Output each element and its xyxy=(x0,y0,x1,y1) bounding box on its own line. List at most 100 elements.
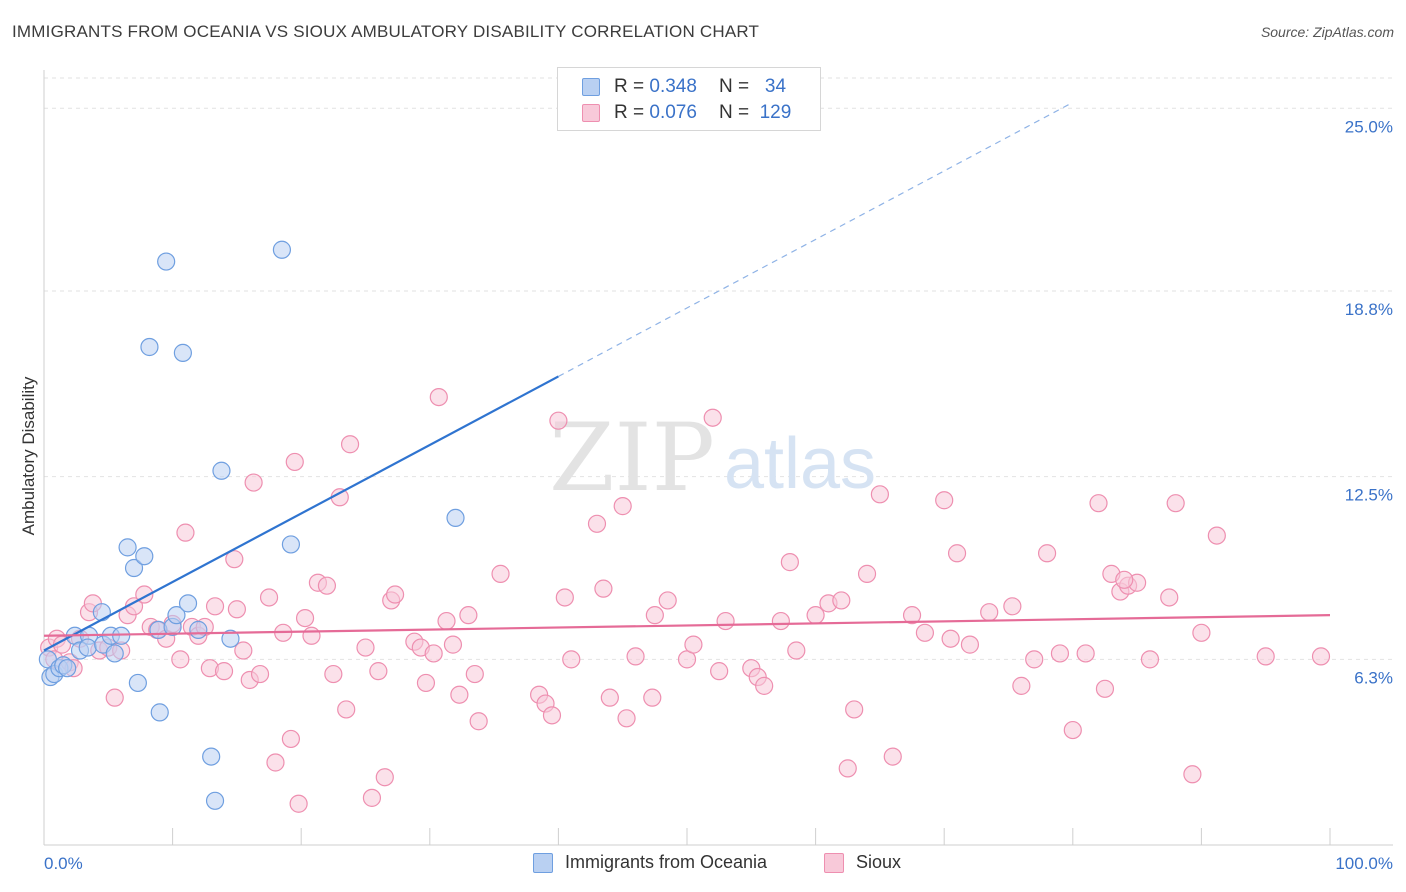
sioux-point xyxy=(443,635,463,654)
sioux-point xyxy=(562,650,581,669)
sioux-point xyxy=(845,700,864,719)
x-tick-label-max: 100.0% xyxy=(1335,854,1393,873)
sioux-point xyxy=(600,688,619,707)
legend-swatch-sioux xyxy=(582,104,600,122)
sioux-point xyxy=(424,644,443,663)
legend-n-value: 129 xyxy=(759,102,792,123)
sioux-point xyxy=(266,753,285,772)
sioux-point xyxy=(450,685,469,704)
legend-n-label: N = xyxy=(718,102,750,123)
sioux-point xyxy=(362,788,382,807)
sioux-point xyxy=(285,452,304,472)
oceania-point xyxy=(272,240,292,259)
oceania-point xyxy=(189,620,208,639)
legend-r-value: 0.076 xyxy=(649,102,697,123)
watermark-atlas: atlas xyxy=(724,424,876,504)
sioux-point xyxy=(780,553,799,572)
sioux-point xyxy=(1050,644,1070,663)
sioux-point xyxy=(1140,650,1160,669)
sioux-point xyxy=(289,794,308,813)
sioux-point xyxy=(214,662,234,681)
bottom-legend-label-oceania: Immigrants from Oceania xyxy=(565,852,768,872)
sioux-point xyxy=(613,497,632,516)
sioux-point xyxy=(1183,765,1202,784)
sioux-point xyxy=(643,688,662,707)
oceania-point xyxy=(157,252,176,271)
y-tick-labels: 6.3% 12.5% 18.8% 25.0% xyxy=(1345,117,1393,687)
sioux-point xyxy=(356,638,375,657)
source-label: Source: ZipAtlas.com xyxy=(1260,24,1394,40)
sioux-point xyxy=(176,523,195,542)
legend-row-sioux: R = 0.076 N = 129 xyxy=(582,101,791,125)
sioux-point xyxy=(250,664,270,684)
bottom-legend: Immigrants from Oceania Sioux xyxy=(0,852,1406,878)
sioux-point xyxy=(317,576,337,595)
sioux-point xyxy=(1025,650,1044,669)
sioux-point xyxy=(205,597,225,616)
sioux-point xyxy=(1037,544,1057,563)
oceania-point xyxy=(221,629,240,648)
sioux-point xyxy=(437,611,456,631)
y-tick-label: 6.3% xyxy=(1354,668,1393,687)
sioux-point xyxy=(385,585,405,604)
oceania-point xyxy=(140,337,159,357)
oceania-point xyxy=(205,791,225,810)
sioux-point xyxy=(369,662,388,681)
legend-r-label: R = xyxy=(614,76,645,97)
sioux-point xyxy=(947,544,967,563)
sioux-point xyxy=(549,411,568,430)
sioux-point xyxy=(171,650,190,669)
sioux-point xyxy=(227,600,246,619)
oceania-point xyxy=(135,547,154,566)
sioux-point xyxy=(902,606,922,625)
legend-row-oceania: R = 0.348 N = 34 xyxy=(582,75,786,99)
sioux-point xyxy=(234,641,253,660)
sioux-point xyxy=(340,435,360,454)
x-ticks xyxy=(172,828,1331,845)
oceania-point xyxy=(105,644,124,663)
legend: R = 0.348 N = 34 R = 0.076 N = 129 xyxy=(557,67,821,131)
oceania-point xyxy=(128,673,147,693)
sioux-point xyxy=(626,647,645,666)
sioux-point xyxy=(295,608,315,628)
sioux-point xyxy=(980,603,999,622)
sioux-point xyxy=(1311,647,1331,666)
sioux-point xyxy=(1012,676,1031,695)
sioux-point xyxy=(1192,623,1211,642)
sioux-point xyxy=(324,664,343,684)
sioux-point xyxy=(225,550,244,569)
grid-lines xyxy=(44,77,1393,660)
oceania-point xyxy=(78,638,97,657)
y-tick-label: 25.0% xyxy=(1345,117,1393,136)
sioux-point xyxy=(259,588,279,607)
y-tick-label: 12.5% xyxy=(1345,486,1393,505)
sioux-point xyxy=(1076,644,1095,663)
legend-swatch-oceania xyxy=(582,78,600,96)
oceania-points xyxy=(38,240,465,810)
sioux-point xyxy=(1095,679,1115,698)
sioux-point xyxy=(469,712,488,731)
watermark-zip: ZIP xyxy=(549,404,715,513)
trend-lines xyxy=(43,101,1331,652)
bottom-legend-swatch-sioux xyxy=(824,852,844,873)
legend-n-label: N = xyxy=(718,76,750,97)
sioux-point xyxy=(594,579,613,598)
legend-r-value: 0.348 xyxy=(649,76,697,97)
oceania-point xyxy=(112,626,131,645)
sioux-point xyxy=(1256,647,1275,666)
sioux-point xyxy=(491,564,510,583)
sioux-point xyxy=(1003,597,1022,616)
sioux-point xyxy=(416,673,436,693)
oceania-point xyxy=(178,594,198,613)
sioux-point xyxy=(281,729,301,749)
sioux-point xyxy=(684,635,703,654)
sioux-trend-line xyxy=(43,614,1331,637)
sioux-point xyxy=(857,564,877,583)
sioux-point xyxy=(755,676,774,695)
watermark: ZIP atlas xyxy=(549,404,876,513)
oceania-point xyxy=(92,603,111,622)
sioux-point xyxy=(935,491,954,510)
legend-n-value: 34 xyxy=(764,76,787,97)
bottom-legend-oceania: Immigrants from Oceania xyxy=(533,852,767,873)
